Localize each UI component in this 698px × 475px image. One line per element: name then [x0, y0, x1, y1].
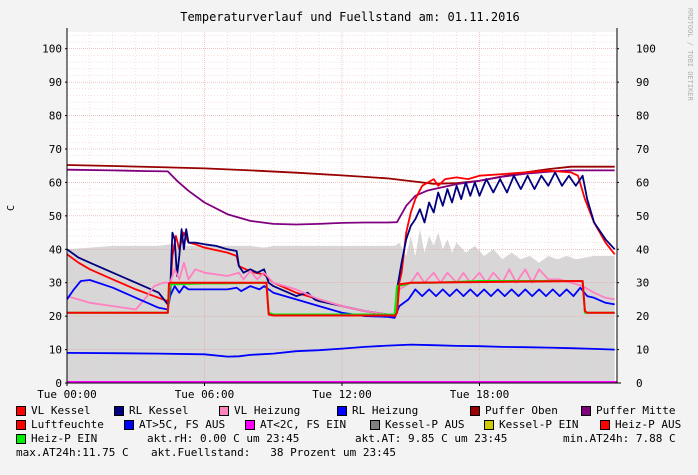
y-tick-label-left: 0 — [55, 377, 62, 390]
y-tick-label-left: 100 — [42, 43, 62, 56]
y-tick-label-left: 50 — [49, 210, 62, 223]
y-tick-label-left: 20 — [49, 310, 62, 323]
x-tick-label: Tue 06:00 — [175, 388, 235, 401]
y-tick-label-right: 90 — [636, 76, 649, 89]
series-rl-kessel — [66, 171, 616, 318]
y-tick-label-right: 20 — [636, 310, 649, 323]
legend-label: VL Kessel — [31, 404, 91, 417]
legend-swatch — [600, 420, 610, 430]
legend-item-puffer-mitte: Puffer Mitte — [581, 404, 675, 418]
y-tick-label-right: 70 — [636, 143, 649, 156]
legend-label: AT>5C, FS AUS — [139, 418, 226, 431]
y-tick-label-right: 30 — [636, 277, 649, 290]
legend-row-3: Heiz-P EIN akt.rH: 0.00 C um 23:45 akt.A… — [16, 432, 696, 446]
y-tick-label-left: 80 — [49, 110, 62, 123]
series-heiz-p-aus — [67, 280, 615, 318]
legend-label: RL Heizung — [352, 404, 419, 417]
legend-row-1: VL Kessel RL Kessel VL Heizung RL Heizun… — [16, 404, 696, 418]
legend-item-heiz-p-ein: Heiz-P EIN — [16, 432, 97, 446]
legend-label: Heiz-P AUS — [615, 418, 682, 431]
legend-swatch — [114, 406, 124, 416]
plot-area: 0 0 10 10 20 20 30 30 40 40 50 50 60 60 70 70 80 80 90 90 10… — [37, 28, 656, 401]
legend-label: Puffer Mitte — [596, 404, 676, 417]
chart-title: Temperaturverlauf und Fuellstand am: 01.… — [180, 10, 520, 24]
x-tick-label: Tue 18:00 — [450, 388, 510, 401]
status-at: akt.AT: 9.85 C um 23:45 — [355, 432, 508, 445]
y-tick-label-right: 10 — [636, 344, 649, 357]
y-tick-label-right: 0 — [636, 377, 643, 390]
legend-swatch — [484, 420, 494, 430]
legend: VL Kessel RL Kessel VL Heizung RL Heizun… — [16, 404, 696, 460]
status-fill: akt.Fuellstand: 38 Prozent um 23:45 — [151, 446, 397, 459]
legend-item-vl-heizung: VL Heizung — [219, 404, 300, 418]
legend-swatch — [470, 406, 480, 416]
x-tick-label: Tue 12:00 — [312, 388, 372, 401]
legend-swatch — [245, 420, 255, 430]
y-tick-label-right: 40 — [636, 243, 649, 256]
legend-label: Heiz-P EIN — [31, 432, 98, 445]
legend-swatch — [16, 434, 26, 444]
legend-swatch — [581, 406, 591, 416]
legend-item-at-gt-5c: AT>5C, FS AUS — [124, 418, 225, 432]
series-at-5c-fs-aus — [66, 343, 615, 358]
legend-row-2: Luftfeuchte AT>5C, FS AUS AT<2C, FS EIN … — [16, 418, 696, 432]
status-rh: akt.rH: 0.00 C um 23:45 — [147, 432, 300, 445]
legend-swatch — [219, 406, 229, 416]
y-tick-label-left: 30 — [49, 277, 62, 290]
y-tick-label-left: 40 — [49, 243, 62, 256]
watermark: RRDTOOL / TOBI OETIKER — [686, 8, 694, 102]
y-tick-label-left: 70 — [49, 143, 62, 156]
legend-swatch — [16, 406, 26, 416]
y-tick-label-left: 60 — [49, 176, 62, 189]
y-tick-label-left: 10 — [49, 344, 62, 357]
legend-label: Kessel-P EIN — [499, 418, 579, 431]
legend-item-kessel-p-ein: Kessel-P EIN — [484, 418, 578, 432]
legend-item-kessel-p-aus: Kessel-P AUS — [370, 418, 464, 432]
y-tick-label-right: 100 — [636, 43, 656, 56]
legend-swatch — [16, 420, 26, 430]
legend-label: VL Heizung — [234, 404, 301, 417]
legend-swatch — [124, 420, 134, 430]
legend-item-vl-kessel: VL Kessel — [16, 404, 91, 418]
legend-label: Kessel-P AUS — [385, 418, 465, 431]
y-axis-label: C — [6, 205, 17, 211]
legend-item-at-lt-2c: AT<2C, FS EIN — [245, 418, 346, 432]
legend-label: RL Kessel — [129, 404, 189, 417]
y-tick-label-right: 50 — [636, 210, 649, 223]
legend-label: Puffer Oben — [485, 404, 558, 417]
status-min: min.AT24h: 7.88 C — [563, 432, 676, 445]
legend-item-rl-kessel: RL Kessel — [114, 404, 189, 418]
legend-swatch — [370, 420, 380, 430]
legend-label: Luftfeuchte — [31, 418, 104, 431]
x-tick-label: Tue 00:00 — [37, 388, 97, 401]
y-tick-label-left: 90 — [49, 76, 62, 89]
legend-item-heiz-p-aus: Heiz-P AUS — [600, 418, 681, 432]
series-rl-heizung — [66, 279, 615, 319]
legend-item-rl-heizung: RL Heizung — [337, 404, 418, 418]
legend-label: AT<2C, FS EIN — [260, 418, 347, 431]
legend-swatch — [337, 406, 347, 416]
legend-row-4: max.AT24h:11.75 C akt.Fuellstand: 38 Pro… — [16, 446, 696, 460]
y-tick-label-right: 80 — [636, 110, 649, 123]
legend-item-puffer-oben: Puffer Oben — [470, 404, 558, 418]
status-max: max.AT24h:11.75 C — [16, 446, 129, 459]
y-tick-label-right: 60 — [636, 176, 649, 189]
legend-item-luftfeuchte: Luftfeuchte — [16, 418, 104, 432]
series-puffer-oben — [66, 164, 615, 185]
